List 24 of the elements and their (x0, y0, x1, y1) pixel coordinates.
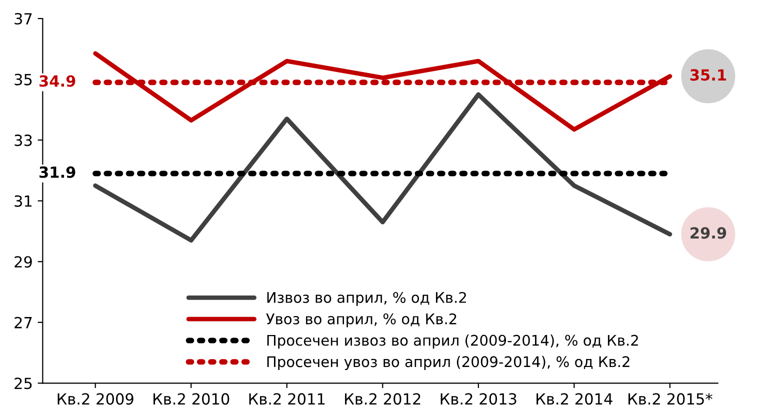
data-label: 29.9 (690, 227, 726, 239)
legend-label: Просечен увоз во април (2009-2014), % од Кв.2 (267, 356, 630, 370)
y-tick-label: 31 (14, 195, 32, 207)
line-series (93, 92, 672, 243)
line-series (93, 51, 672, 132)
data-label: 34.9 (40, 75, 76, 87)
legend-label: Увоз во април, % од Кв.2 (266, 313, 456, 328)
x-tick-label: Кв.2 2009 (58, 393, 134, 405)
x-tick-label: Кв.2 2011 (249, 393, 325, 405)
legend-label: Извоз во април, % од Кв.2 (267, 292, 466, 306)
y-tick-label: 27 (14, 316, 32, 328)
data-label: 35.1 (690, 69, 726, 81)
x-tick-label: Кв.2 2012 (345, 393, 420, 405)
y-tick-label: 37 (14, 13, 32, 25)
y-tick-label: 29 (14, 256, 32, 268)
y-tick-label: 25 (14, 378, 32, 390)
y-tick-label: 35 (14, 74, 32, 86)
x-tick-label: Кв.2 2015* (628, 393, 712, 405)
data-label: 31.9 (40, 166, 76, 178)
x-tick-label: Кв.2 2010 (154, 393, 230, 405)
y-tick-label: 33 (14, 134, 32, 146)
x-tick-label: Кв.2 2013 (440, 393, 516, 405)
x-tick-label: Кв.2 2014 (536, 393, 612, 405)
legend-label: Просечен извоз во април (2009-2014), % од Кв.2 (267, 334, 638, 349)
